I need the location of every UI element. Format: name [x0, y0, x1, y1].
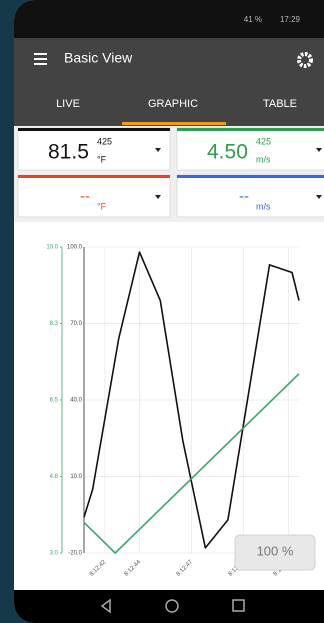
card-unit: m/s	[256, 154, 271, 164]
card-dropdown[interactable]	[316, 148, 322, 152]
app-title: Basic View	[64, 50, 133, 66]
status-bar	[14, 0, 324, 38]
y2-tick-label: 10.0	[46, 245, 58, 251]
card-value: 81.5	[48, 141, 89, 164]
card-dropdown[interactable]	[155, 148, 161, 152]
card-dropdown[interactable]	[316, 195, 322, 199]
y-tick-label: 40.0	[70, 398, 82, 404]
y-tick-label: -20.0	[68, 551, 82, 557]
y2-tick-label: 4.8	[50, 474, 59, 480]
battery: 41 %	[244, 15, 262, 24]
y-tick-label: 10.0	[70, 474, 82, 480]
tab[interactable]: TABLE	[263, 98, 297, 110]
app-bar	[14, 38, 324, 126]
card-accent	[18, 175, 170, 178]
clock: 17:29	[280, 15, 301, 24]
data-line	[83, 373, 300, 554]
card-accent	[177, 175, 324, 178]
tab[interactable]: LIVE	[56, 98, 80, 110]
card-dropdown[interactable]	[155, 195, 161, 199]
card-code: 425	[97, 136, 112, 146]
card-code: 425	[256, 136, 271, 146]
card-value: --	[239, 188, 249, 205]
back-button[interactable]	[100, 598, 111, 614]
menu-button[interactable]	[34, 53, 47, 65]
y-tick-label: 100.0	[67, 245, 83, 251]
zoom-button[interactable]	[234, 534, 316, 571]
card	[17, 127, 171, 171]
settings-button[interactable]	[297, 52, 313, 68]
tab-indicator	[122, 122, 226, 125]
card-accent	[177, 128, 324, 131]
home-button[interactable]	[165, 599, 179, 613]
card	[17, 174, 171, 218]
card-unit: m/s	[256, 201, 271, 211]
recents-button[interactable]	[232, 599, 245, 612]
card-value: 4.50	[207, 141, 248, 164]
chart-area	[14, 222, 324, 590]
tab[interactable]: GRAPHIC	[148, 98, 198, 110]
y2-tick-label: 3.0	[50, 551, 59, 557]
data-line	[83, 251, 300, 549]
y-tick-label: 70.0	[70, 321, 82, 327]
card-accent	[18, 128, 170, 131]
y2-tick-label: 6.5	[50, 398, 59, 404]
card-unit: °F	[97, 154, 107, 164]
card-unit: °F	[97, 201, 107, 211]
card	[176, 174, 324, 218]
zoom-label: 100 %	[257, 543, 294, 558]
nav-bar	[14, 590, 324, 623]
y2-tick-label: 8.3	[50, 321, 59, 327]
card	[176, 127, 324, 171]
card-value: --	[80, 188, 90, 205]
